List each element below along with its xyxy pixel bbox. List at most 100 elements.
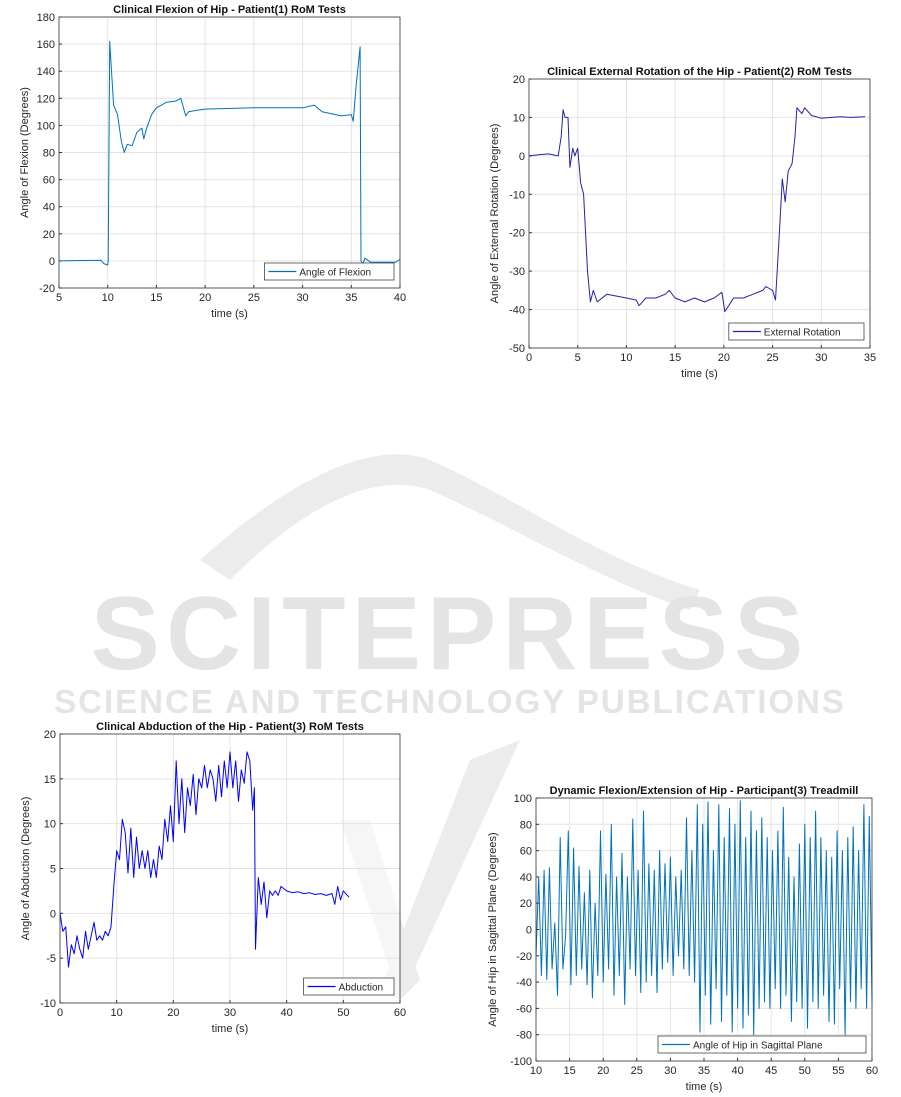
y-tick-label: 0	[49, 256, 55, 268]
x-tick-label: 30	[296, 292, 308, 304]
x-tick-label: 15	[563, 1065, 575, 1077]
y-tick-label: -50	[509, 343, 525, 355]
x-tick-label: 50	[337, 1007, 349, 1019]
x-tick-label: 10	[111, 1007, 123, 1019]
y-tick-label: 40	[520, 872, 532, 884]
y-tick-label: 80	[520, 819, 532, 831]
x-tick-label: 30	[815, 352, 827, 364]
x-axis-label: time (s)	[211, 308, 248, 320]
y-tick-label: 40	[43, 202, 55, 214]
chart-title: Clinical External Rotation of the Hip - …	[547, 66, 852, 78]
y-tick-label: -40	[516, 977, 532, 989]
x-tick-label: 20	[167, 1007, 179, 1019]
watermark-title: SCITEPRESS	[90, 576, 810, 692]
chart-title: Dynamic Flexion/Extension of Hip - Parti…	[550, 785, 859, 797]
series-line	[535, 800, 873, 1036]
y-tick-label: -30	[509, 266, 525, 278]
y-tick-label: 20	[44, 729, 56, 741]
y-tick-label: -5	[46, 953, 56, 965]
y-tick-label: 80	[43, 148, 55, 160]
x-tick-label: 15	[150, 292, 162, 304]
y-tick-label: 60	[43, 175, 55, 187]
y-tick-label: -10	[509, 189, 525, 201]
y-tick-label: 140	[37, 66, 55, 78]
x-tick-label: 60	[866, 1065, 878, 1077]
y-tick-label: 160	[37, 39, 55, 51]
legend-box	[303, 977, 395, 996]
x-tick-label: 20	[597, 1065, 609, 1077]
plot-frame	[58, 16, 401, 289]
chart-4: 10 15 20 25 30 35 40 45 50 55 60 -100 -80 -60 -40 -20 0 2…	[487, 785, 878, 1093]
y-axis-label: Angle of Hip in Sagittal Plane (Degrees)	[487, 832, 499, 1026]
x-tick-label: 40	[731, 1065, 743, 1077]
legend: Angle of Flexion	[263, 262, 395, 281]
x-tick-label: 25	[766, 352, 778, 364]
chart-title: Clinical Abduction of the Hip - Patient(…	[96, 721, 364, 733]
x-tick-label: 15	[669, 352, 681, 364]
y-tick-label: 15	[44, 774, 56, 786]
chart-3: 0 10 20 30 40 50 60 -10 -5 0 5 10 15 20 Clinical Abduc…	[20, 721, 406, 1035]
x-tick-label: 20	[199, 292, 211, 304]
y-axis-label: Angle of Flexion (Degrees)	[19, 87, 31, 218]
y-tick-label: -80	[516, 1030, 532, 1042]
x-tick-label: 25	[248, 292, 260, 304]
y-tick-label: 5	[50, 864, 56, 876]
y-tick-label: -20	[509, 228, 525, 240]
legend-box	[657, 1035, 867, 1054]
y-tick-label: 20	[520, 898, 532, 910]
x-axis-label: time (s)	[681, 368, 718, 380]
x-tick-label: 10	[102, 292, 114, 304]
chart-1: 5 10 15 20 25 30 35 40 -20 0 20 40 60 80 100 120 140 160 1…	[19, 4, 406, 320]
legend-box	[728, 322, 865, 341]
x-axis-label: time (s)	[686, 1081, 723, 1093]
x-tick-label: 40	[394, 292, 406, 304]
x-tick-label: 50	[799, 1065, 811, 1077]
plot-frame	[528, 78, 871, 349]
x-tick-label: 30	[224, 1007, 236, 1019]
y-tick-label: 180	[37, 12, 55, 24]
x-tick-label: 30	[664, 1065, 676, 1077]
series-line	[58, 40, 401, 266]
x-axis-label: time (s)	[212, 1023, 249, 1035]
y-axis-label: Angle of External Rotation (Degrees)	[489, 124, 501, 304]
y-tick-label: 60	[520, 846, 532, 858]
y-tick-label: -40	[509, 305, 525, 317]
x-tick-label: 5	[575, 352, 581, 364]
legend-label: Angle of Flexion	[299, 268, 371, 279]
x-tick-label: 10	[620, 352, 632, 364]
y-tick-label: 0	[519, 151, 525, 163]
y-tick-label: 100	[514, 793, 532, 805]
x-tick-label: 35	[864, 352, 876, 364]
x-tick-label: 45	[765, 1065, 777, 1077]
y-tick-label: -100	[510, 1056, 532, 1068]
legend: External Rotation	[728, 322, 865, 341]
legend-box	[263, 262, 395, 281]
y-tick-label: 10	[44, 819, 56, 831]
x-tick-label: 60	[394, 1007, 406, 1019]
y-tick-label: 0	[526, 925, 532, 937]
series-line	[59, 751, 350, 968]
plot-frame	[535, 797, 873, 1062]
series-line	[528, 107, 866, 312]
legend: Abduction	[303, 977, 395, 996]
y-tick-label: -10	[40, 998, 56, 1010]
plot-area	[529, 79, 870, 348]
chart-title: Clinical Flexion of Hip - Patient(1) RoM…	[113, 4, 346, 16]
x-tick-label: 35	[698, 1065, 710, 1077]
y-tick-label: -20	[516, 951, 532, 963]
y-tick-label: 100	[37, 120, 55, 132]
y-tick-label: 20	[43, 229, 55, 241]
x-tick-label: 10	[530, 1065, 542, 1077]
y-tick-label: -60	[516, 1003, 532, 1015]
x-tick-label: 55	[832, 1065, 844, 1077]
y-tick-label: 20	[513, 74, 525, 86]
watermark-subtitle: SCIENCE AND TECHNOLOGY PUBLICATIONS	[54, 683, 846, 720]
y-axis-label: Angle of Abduction (Degrees)	[20, 797, 32, 941]
x-tick-label: 20	[718, 352, 730, 364]
x-tick-label: 25	[631, 1065, 643, 1077]
x-tick-label: 40	[281, 1007, 293, 1019]
chart-2: 0 5 10 15 20 25 30 35 -50 -40 -30 -20 -10 0 10 20 Clinic…	[489, 66, 876, 380]
x-tick-label: 5	[56, 292, 62, 304]
legend: Angle of Hip in Sagittal Plane	[657, 1035, 867, 1054]
